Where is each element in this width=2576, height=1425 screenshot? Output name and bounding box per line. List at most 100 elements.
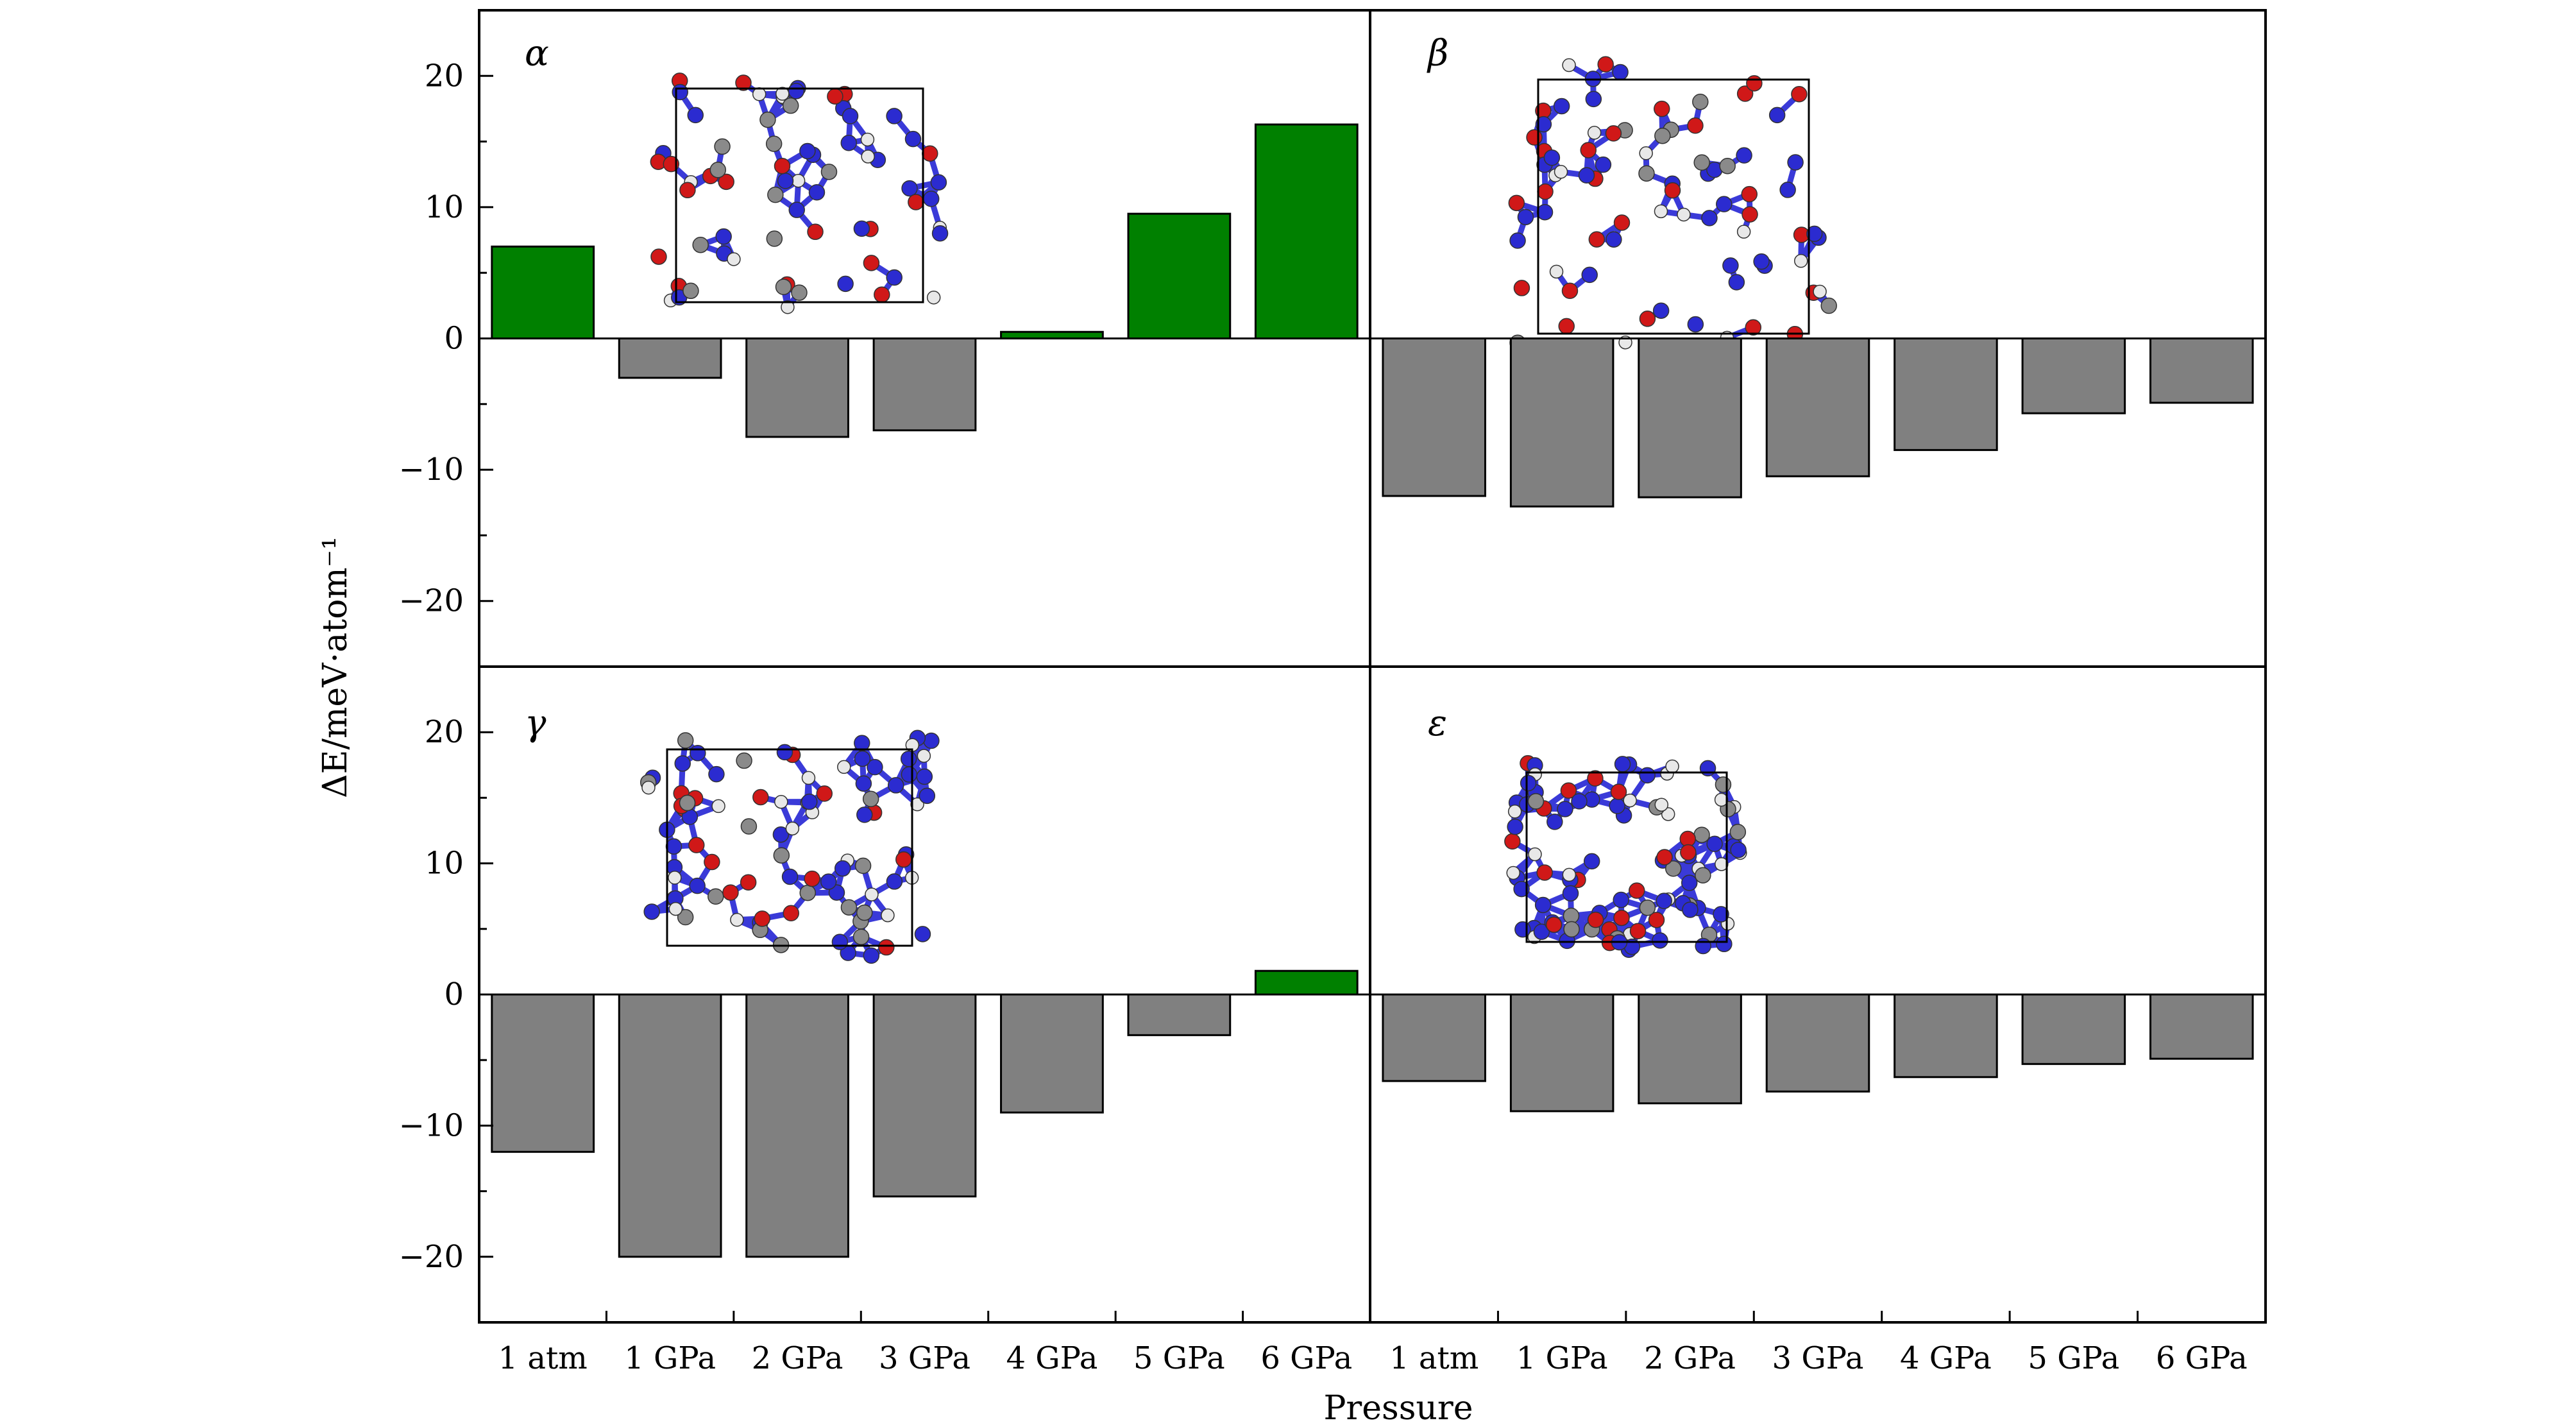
atom	[856, 806, 873, 823]
atom	[754, 910, 771, 927]
atom	[677, 909, 694, 926]
atom	[788, 83, 805, 99]
atom	[668, 901, 683, 916]
atom	[856, 904, 873, 921]
atom	[1654, 100, 1670, 117]
bar	[1509, 337, 1614, 508]
atom	[820, 873, 837, 890]
atom	[1716, 935, 1733, 953]
atom	[801, 771, 816, 785]
bar	[2149, 337, 2254, 404]
unit-cell-box	[1525, 771, 1728, 943]
crystal-structure-inset	[1508, 56, 1837, 351]
atom	[886, 873, 903, 890]
atom	[922, 145, 938, 162]
atom	[840, 899, 858, 916]
atom	[1787, 154, 1804, 171]
atom	[672, 83, 688, 101]
atom	[1680, 844, 1697, 861]
bar	[1000, 993, 1104, 1114]
atom	[1687, 316, 1704, 333]
atom	[854, 857, 872, 875]
atom	[1517, 209, 1534, 226]
bar	[1127, 993, 1232, 1036]
atom	[643, 903, 660, 920]
atom	[1507, 818, 1523, 835]
atom	[774, 794, 788, 809]
atom	[1746, 75, 1763, 92]
atom	[1695, 867, 1711, 883]
bar	[1638, 337, 1742, 499]
atom	[820, 164, 838, 180]
bar	[618, 337, 722, 379]
atom	[901, 766, 918, 783]
atom	[767, 186, 784, 203]
atom	[704, 853, 720, 871]
atom	[775, 278, 792, 295]
atom	[1508, 194, 1525, 212]
atom	[765, 135, 783, 152]
atom	[1526, 129, 1543, 146]
atom	[1506, 866, 1520, 880]
atom	[1692, 93, 1709, 110]
unit-cell-box	[1537, 78, 1810, 335]
unit-cell-box	[675, 87, 924, 303]
atom	[1693, 154, 1710, 171]
atom	[895, 851, 912, 868]
atom	[1553, 98, 1570, 115]
atom	[709, 162, 727, 178]
atom	[1509, 232, 1526, 249]
atom	[777, 173, 794, 189]
atom	[1719, 157, 1736, 175]
atom	[1560, 782, 1577, 799]
atom	[708, 765, 725, 783]
crystal-structure-inset	[650, 73, 949, 314]
panel-label: γ	[525, 703, 547, 744]
atom	[714, 138, 731, 155]
bar	[872, 337, 977, 432]
bar	[618, 993, 722, 1258]
atom	[799, 884, 817, 901]
crystal-structure-inset	[640, 730, 940, 964]
x-tick-label: 5 GPa	[2028, 1340, 2119, 1376]
bar	[1127, 212, 1232, 339]
atom	[908, 194, 924, 210]
atom	[774, 157, 791, 175]
atom	[722, 884, 739, 901]
atom	[837, 760, 851, 774]
atom	[904, 130, 922, 148]
atom	[1656, 892, 1673, 909]
y-axis: 20 10 0 −10 −20 20 10 0 −10 −20	[399, 9, 493, 1324]
x-tick-label: 1 GPa	[624, 1340, 716, 1376]
atom	[926, 290, 941, 305]
atom	[827, 88, 843, 105]
atom	[690, 745, 706, 762]
y-tick-label: −10	[399, 452, 464, 488]
atom	[804, 870, 820, 887]
bar	[1254, 969, 1359, 996]
atom	[1613, 214, 1631, 231]
atom	[1606, 231, 1622, 248]
atom	[752, 87, 767, 101]
atom	[740, 874, 757, 891]
atom	[677, 732, 694, 749]
atom	[861, 149, 875, 164]
atom	[1682, 901, 1699, 918]
atom	[1701, 210, 1718, 226]
y-tick-label: −20	[399, 583, 464, 619]
atom	[735, 74, 752, 91]
atom	[1654, 127, 1671, 144]
bar	[1382, 337, 1486, 497]
atom	[1613, 909, 1630, 926]
atom	[668, 871, 682, 885]
y-tick-label: 10	[425, 846, 464, 882]
atom	[1563, 921, 1580, 938]
bar	[1509, 993, 1614, 1113]
atom	[1728, 274, 1745, 291]
atom	[1639, 146, 1653, 160]
atom	[1629, 923, 1647, 939]
atom	[1681, 875, 1698, 891]
atom	[1699, 760, 1716, 777]
atom	[1614, 756, 1631, 772]
x-tick-label: 2 GPa	[752, 1340, 843, 1376]
